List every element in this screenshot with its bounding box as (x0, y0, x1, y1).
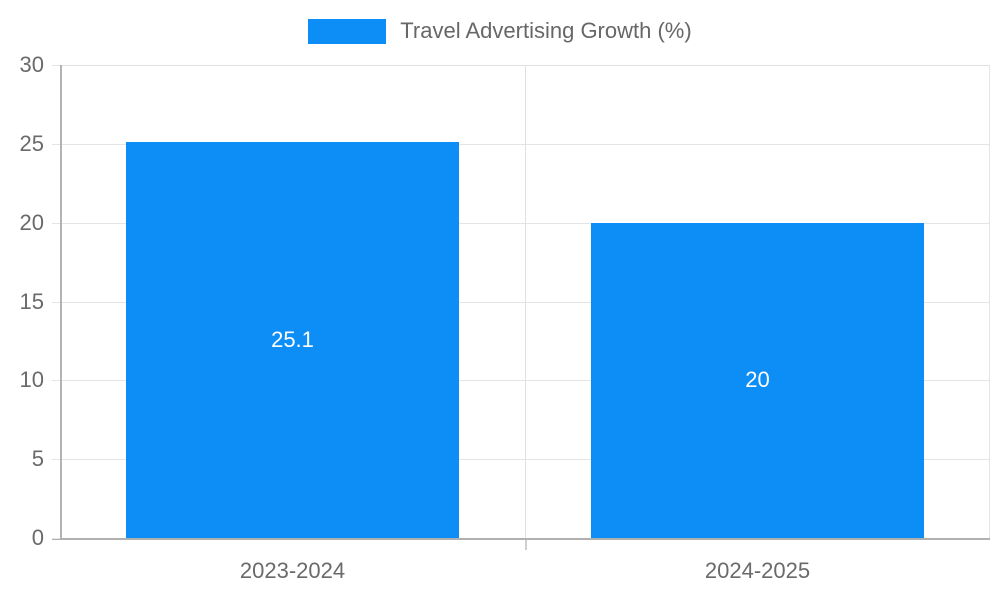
y-axis-tick-label: 15 (19, 288, 44, 314)
y-axis-tick-label: 0 (31, 525, 44, 550)
legend-item-label[interactable]: Travel Advertising Growth (%) (400, 18, 692, 43)
bar-value-label: 25.1 (271, 327, 314, 353)
x-axis-line (52, 538, 990, 540)
legend-color-swatch[interactable] (308, 18, 387, 44)
gridline-vertical (525, 65, 526, 538)
gridline-right-boundary (989, 65, 990, 538)
y-axis-tick-labels: 0 5 10 15 20 25 30 (0, 0, 44, 600)
y-axis-tick-label: 25 (19, 130, 44, 156)
y-axis-tick-label: 5 (31, 446, 44, 472)
y-axis-tick (52, 301, 60, 303)
plot-area: 25.1 20 (60, 65, 990, 539)
x-axis-tick (525, 540, 527, 550)
bar-2023-2024[interactable] (126, 142, 459, 538)
chart-legend: Travel Advertising Growth (%) (0, 12, 1000, 50)
y-axis-tick-label: 10 (19, 367, 44, 393)
x-axis-tick-label: 2023-2024 (239, 558, 346, 583)
y-axis-line (60, 65, 62, 539)
y-axis-tick-label: 30 (19, 52, 44, 77)
bar-value-label: 20 (745, 367, 770, 393)
y-axis-tick-label: 20 (19, 209, 44, 235)
y-axis-tick (52, 459, 60, 461)
y-axis-tick (52, 143, 60, 145)
y-axis-tick (52, 222, 60, 224)
y-axis-tick (52, 380, 60, 382)
y-axis-tick (52, 65, 60, 66)
y-axis-tick (52, 538, 60, 539)
bar-2024-2025[interactable] (591, 222, 924, 538)
x-axis-tick-label: 2024-2025 (704, 558, 811, 583)
